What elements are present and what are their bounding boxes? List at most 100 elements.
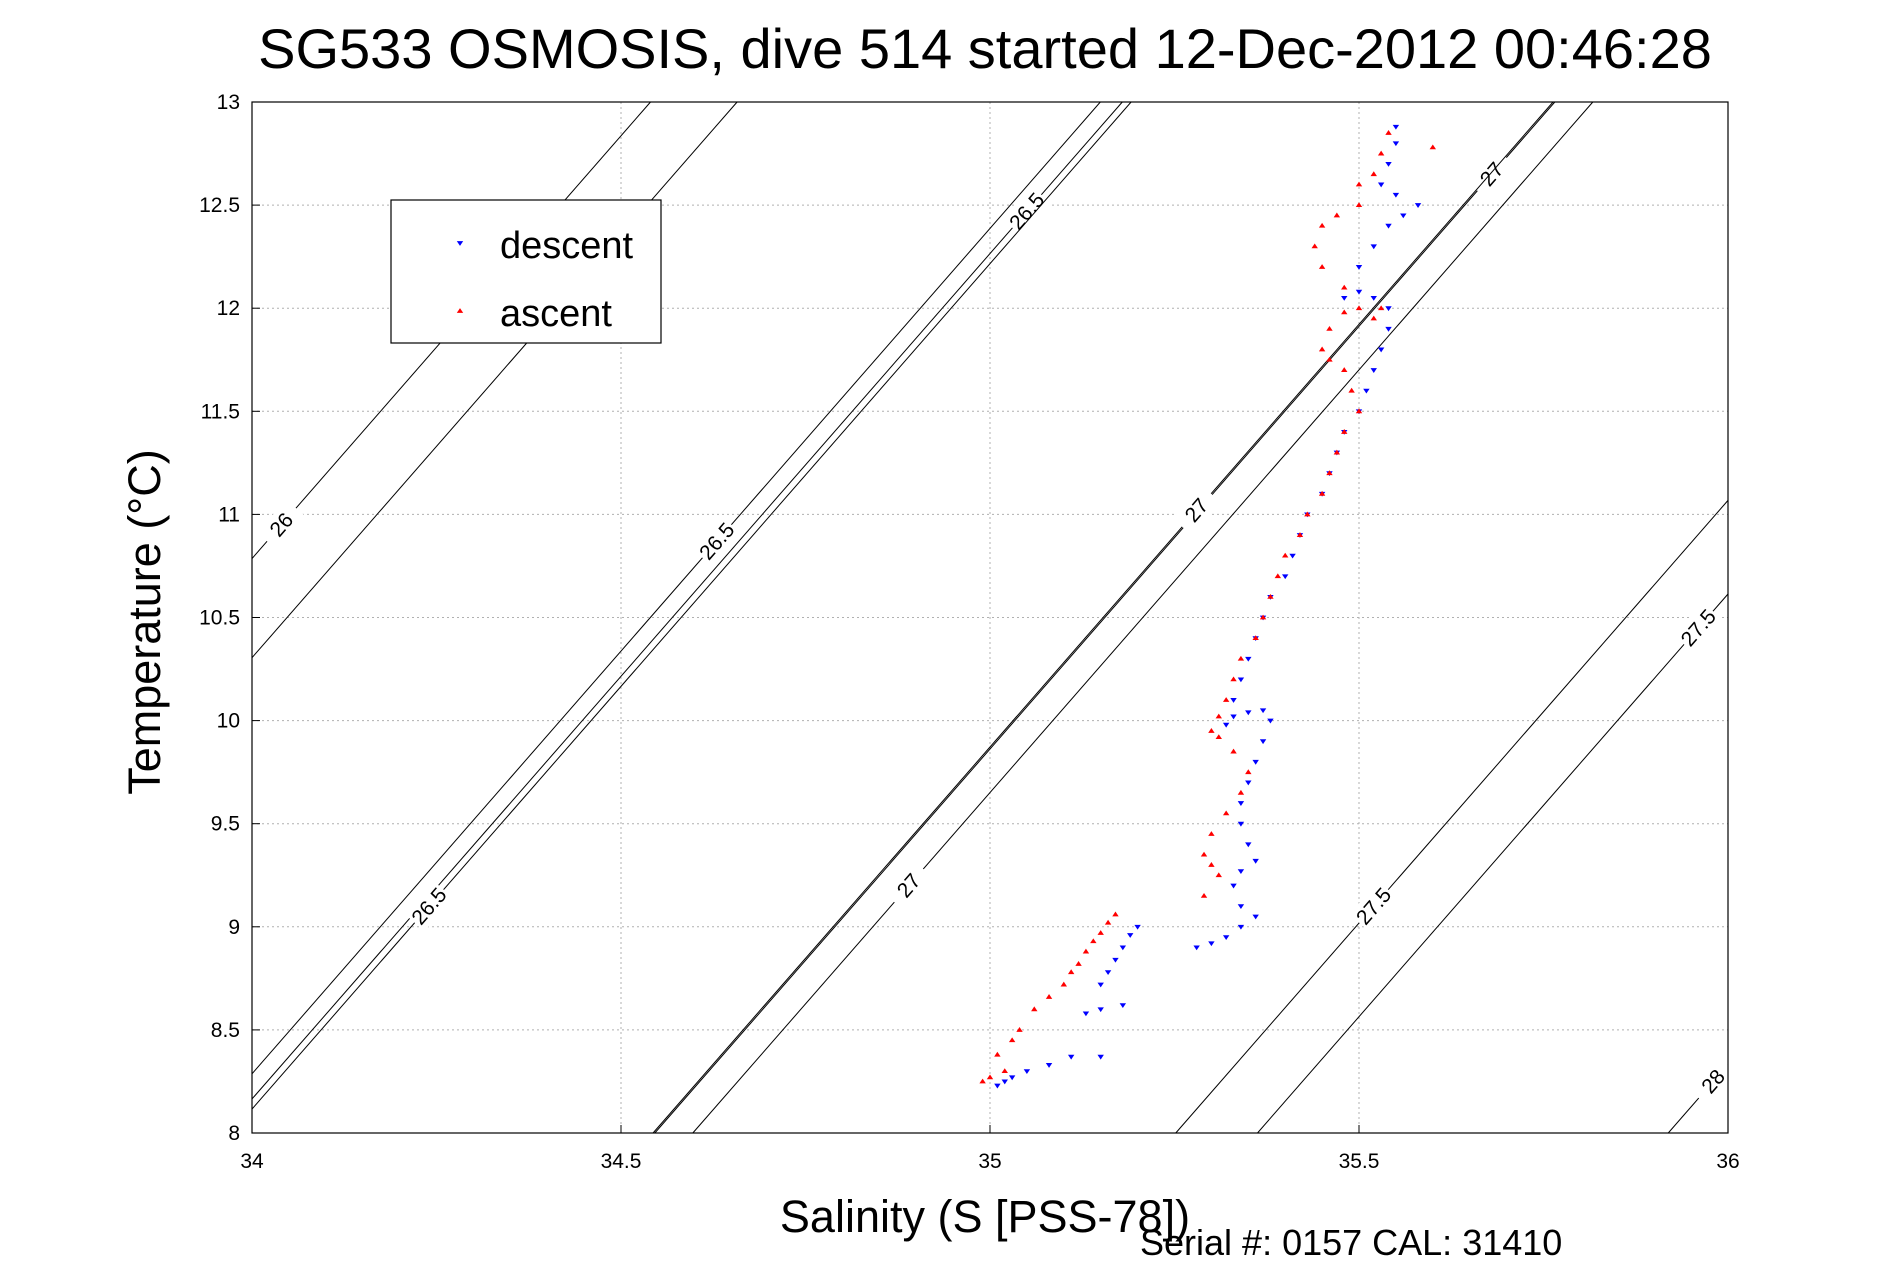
- ascent-point: [1200, 851, 1208, 857]
- descent-point: [1112, 957, 1119, 963]
- isopycnal-line-26.5: [251, 101, 1101, 1075]
- descent-point: [1267, 718, 1274, 724]
- isopycnal-line-27: [654, 101, 1556, 1134]
- ascent-point: [1274, 573, 1282, 579]
- ascent-point: [1245, 769, 1252, 775]
- descent-point: [1282, 574, 1289, 580]
- descent-point: [1370, 244, 1377, 250]
- ascent-point: [1341, 309, 1348, 315]
- ascent-point: [1060, 981, 1067, 987]
- descent-point: [1001, 1079, 1008, 1085]
- ascent-point: [1230, 748, 1237, 754]
- ascent-point: [1326, 470, 1333, 476]
- descent-point: [1119, 1003, 1127, 1009]
- ascent-point: [1237, 789, 1245, 795]
- ascent-point: [1001, 1068, 1008, 1074]
- descent-point: [1230, 883, 1237, 889]
- ascent-point: [1215, 713, 1222, 719]
- descent-point: [1237, 677, 1245, 683]
- ascent-point: [1318, 264, 1326, 269]
- descent-point: [1230, 698, 1237, 703]
- descent-point: [1289, 553, 1296, 559]
- descent-point: [1008, 1075, 1016, 1081]
- descent-point: [1097, 1054, 1104, 1060]
- ascent-point: [1208, 831, 1215, 836]
- isopycnal-label-bg: [257, 499, 306, 550]
- ascent-point: [1341, 429, 1348, 434]
- isopycnal-line-26.5: [251, 101, 1132, 1110]
- descent-point: [1400, 213, 1407, 219]
- ascent-point: [1208, 728, 1215, 733]
- descent-point: [1259, 708, 1267, 714]
- descent-point: [1023, 1069, 1031, 1075]
- descent-point: [1193, 945, 1200, 951]
- ascent-point: [1355, 305, 1363, 311]
- ascent-point: [1304, 511, 1311, 517]
- ascent-point: [1355, 181, 1363, 187]
- descent-point: [1134, 924, 1141, 930]
- ascent-point: [1016, 1027, 1023, 1032]
- descent-point: [1237, 924, 1245, 930]
- ascent-point: [1215, 734, 1222, 740]
- y-tick-label: 10: [217, 710, 240, 733]
- isopycnal-line-26.5: [251, 101, 1123, 1100]
- x-tick-label: 34.5: [601, 1150, 642, 1173]
- ascent-point: [1355, 408, 1363, 414]
- serial-cal-footer: Serial #: 0157 CAL: 31410: [1140, 1222, 1562, 1262]
- ascent-point: [1259, 614, 1267, 620]
- ascent-point: [994, 1051, 1001, 1057]
- y-tick-label: 11.5: [201, 400, 240, 423]
- ascent-point: [1341, 367, 1348, 372]
- isopycnal-label-bg: [1002, 186, 1052, 237]
- descent-point: [1222, 935, 1230, 940]
- descent-point: [1127, 933, 1134, 938]
- ascent-point: [1045, 994, 1053, 999]
- descent-point: [1222, 722, 1230, 728]
- descent-point: [1082, 1011, 1090, 1017]
- ascent-point: [979, 1078, 986, 1084]
- descent-point: [1097, 982, 1104, 988]
- descent-point: [1370, 368, 1377, 373]
- descent-point: [1252, 858, 1259, 864]
- isopycnal-label-bg: [404, 881, 454, 932]
- y-tick-label: 11: [218, 503, 240, 526]
- ascent-point: [1008, 1037, 1016, 1043]
- x-tick-label: 35: [978, 1150, 1001, 1173]
- isopycnal-line-27: [692, 101, 1594, 1134]
- descent-point: [1252, 914, 1259, 920]
- chart-title: SG533 OSMOSIS, dive 514 started 12-Dec-2…: [258, 17, 1712, 80]
- descent-point: [1067, 1054, 1075, 1060]
- ascent-point: [1377, 305, 1385, 311]
- descent-point: [1341, 295, 1348, 301]
- x-tick-label: 34: [240, 1150, 264, 1173]
- ascent-point: [1097, 930, 1104, 935]
- isopycnal-label-bg: [1172, 485, 1221, 536]
- ascent-point: [1370, 315, 1377, 321]
- legend-label-descent: descent: [500, 225, 634, 267]
- y-tick-label: 8.5: [211, 1019, 240, 1042]
- ascent-point: [1237, 655, 1245, 661]
- legend-marker-ascent: [456, 308, 464, 313]
- y-tick-label: 9: [228, 916, 240, 939]
- legend: descent ascent: [390, 199, 662, 344]
- ascent-point: [1341, 284, 1348, 290]
- ascent-point: [1296, 532, 1304, 537]
- ascent-point: [1318, 490, 1326, 496]
- x-axis-label: Salinity (S [PSS-78]): [780, 1191, 1190, 1242]
- descent-point: [1259, 739, 1267, 745]
- descent-point: [1237, 821, 1245, 827]
- y-tick-label: 12: [217, 297, 240, 320]
- ascent-point: [986, 1074, 994, 1080]
- ascent-point: [1318, 222, 1326, 228]
- descent-point: [1355, 289, 1363, 295]
- descent-point: [1392, 192, 1400, 198]
- ascent-point: [1377, 150, 1385, 156]
- descent-point: [1245, 710, 1252, 716]
- descent-point: [1237, 801, 1245, 806]
- ascent-point: [1355, 202, 1363, 208]
- y-tick-label: 12.5: [199, 194, 240, 217]
- descent-point: [1252, 759, 1259, 765]
- descent-point: [1385, 161, 1392, 167]
- ascent-point: [1429, 144, 1436, 150]
